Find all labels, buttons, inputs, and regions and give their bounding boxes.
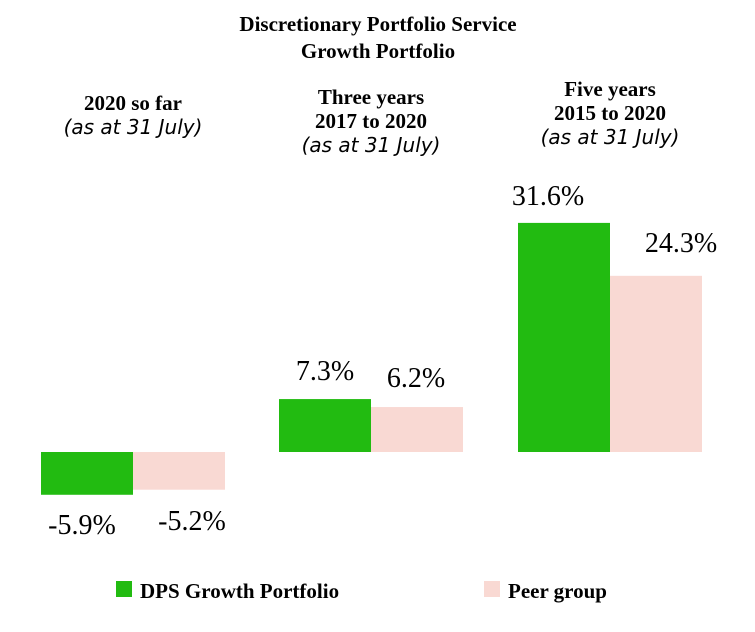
bar-dps-0 [41, 452, 133, 495]
data-label: 31.6% [512, 181, 584, 212]
chart-subtitle: Growth Portfolio [301, 39, 455, 63]
chart-title: Discretionary Portfolio Service [239, 12, 516, 36]
bars [41, 222, 702, 495]
legend-swatch-peer [484, 581, 500, 597]
category-note: (as at 31 July) [541, 125, 680, 149]
data-label: 24.3% [645, 228, 717, 259]
category-period: 2015 to 2020 [554, 101, 666, 125]
bar-peer-0 [133, 452, 225, 490]
legend: DPS Growth Portfolio Peer group [116, 579, 607, 603]
data-label: -5.9% [48, 510, 116, 541]
legend-label: Peer group [508, 579, 607, 603]
category-label: 2020 so far [84, 91, 182, 115]
legend-label: DPS Growth Portfolio [140, 579, 339, 603]
data-labels: -5.9% 7.3% 31.6% -5.2% 6.2% 24.3% [48, 181, 717, 541]
data-label: -5.2% [158, 506, 226, 537]
category-note: (as at 31 July) [302, 133, 441, 157]
bar-peer-2 [610, 275, 702, 452]
legend-swatch-dps [116, 581, 132, 597]
category-period: 2017 to 2020 [315, 109, 427, 133]
bar-dps-2 [518, 222, 610, 452]
data-label: 7.3% [296, 356, 354, 387]
category-label: Three years [318, 85, 424, 109]
category-headers: 2020 so far(as at 31 July)Three years201… [64, 77, 680, 157]
bar-peer-1 [371, 407, 463, 452]
category-note: (as at 31 July) [64, 115, 203, 139]
category-label: Five years [564, 77, 656, 101]
bar-dps-1 [279, 399, 371, 452]
data-label: 6.2% [387, 363, 445, 394]
